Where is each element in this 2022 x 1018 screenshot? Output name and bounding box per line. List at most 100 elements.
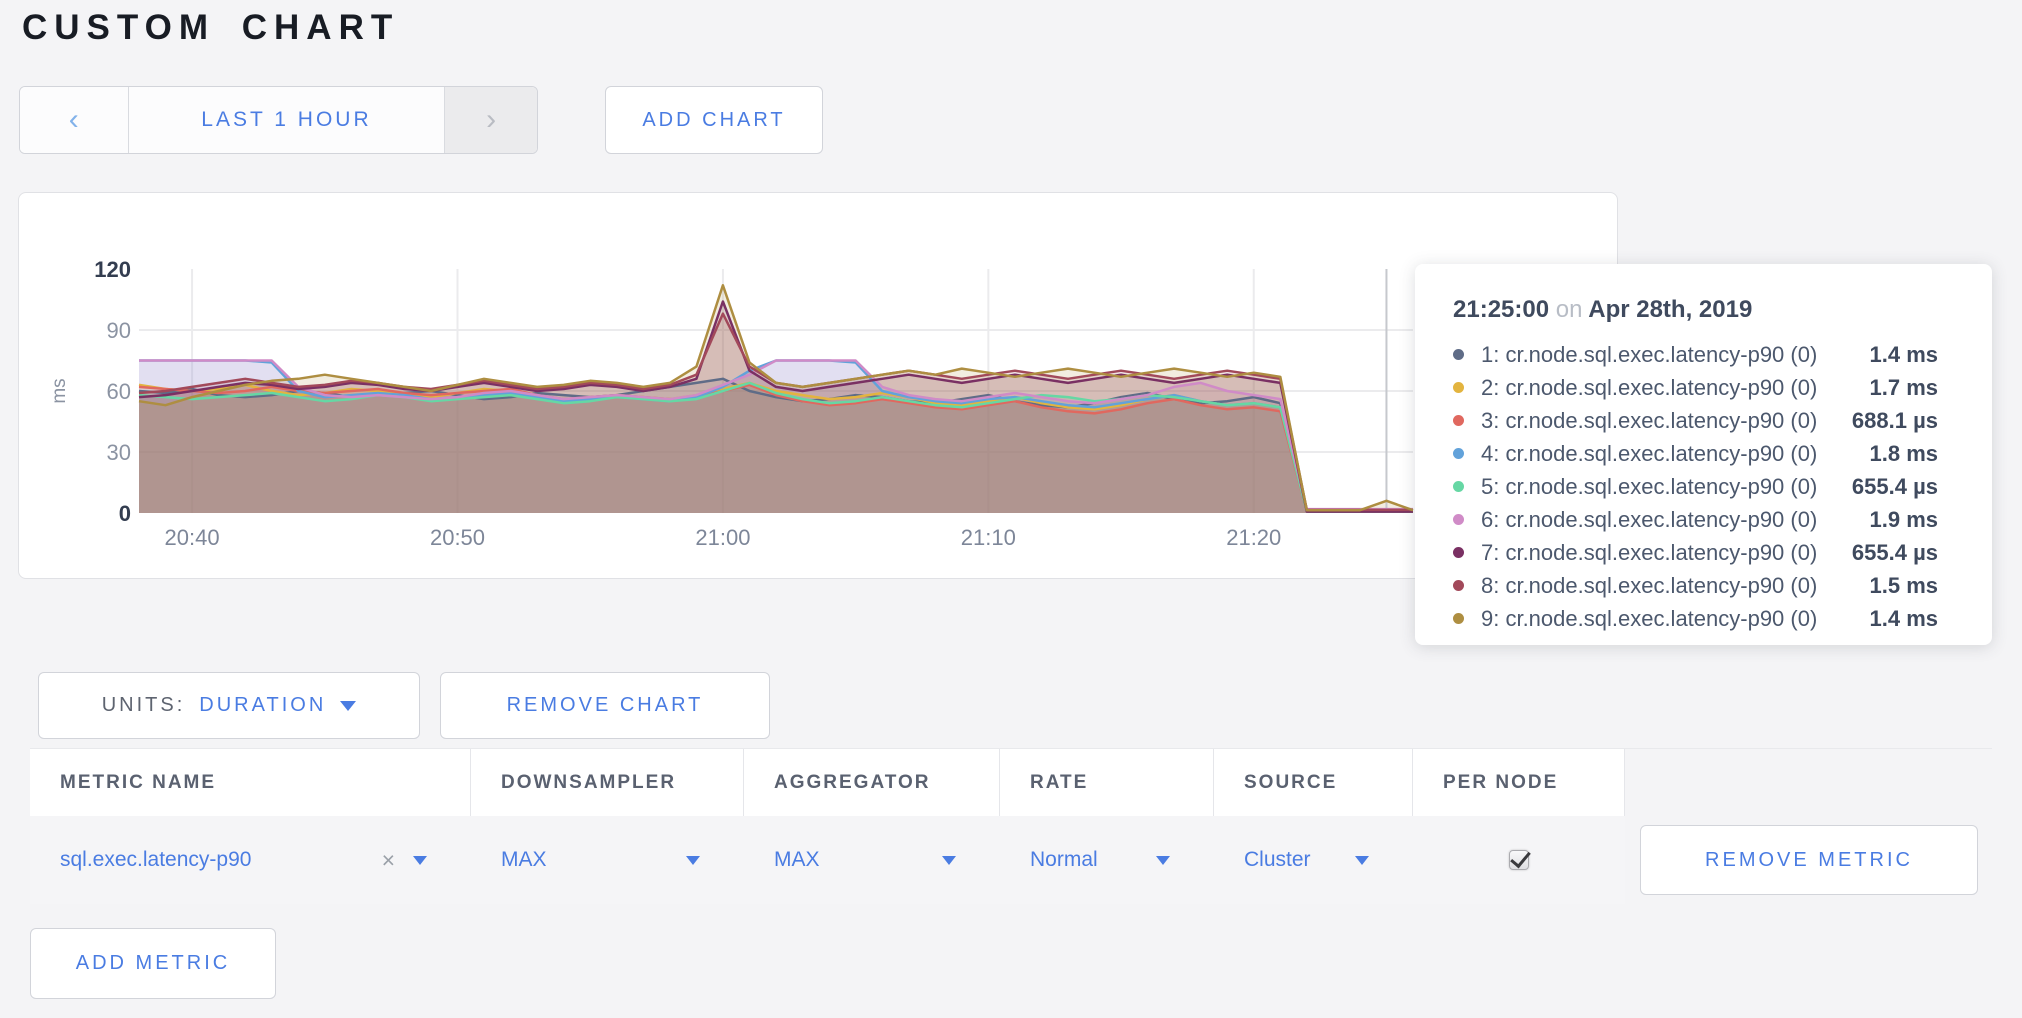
- tooltip-timestamp: 21:25:00 on Apr 28th, 2019: [1453, 296, 1958, 324]
- x-axis-tick: 21:20: [1226, 525, 1281, 550]
- series-color-dot: [1453, 547, 1464, 558]
- column-header: AGGREGATOR: [744, 749, 1000, 816]
- series-value: 1.4 ms: [1869, 341, 1939, 367]
- downsampler-dropdown[interactable]: MAX: [471, 816, 744, 904]
- tooltip-conjunction: on: [1555, 296, 1583, 323]
- series-label: 6: cr.node.sql.exec.latency-p90 (0): [1481, 506, 1818, 532]
- aggregator-value: MAX: [774, 848, 820, 871]
- series-area-7: [139, 301, 1413, 513]
- series-line-7: [138, 300, 1413, 513]
- column-header: SOURCE: [1214, 749, 1413, 816]
- series-line-5: [138, 381, 1413, 513]
- series-area-3: [139, 384, 1413, 513]
- remove-metric-button[interactable]: REMOVE METRIC: [1640, 825, 1978, 895]
- tooltip-series-row: 6: cr.node.sql.exec.latency-p90 (0) 1.9 m…: [1453, 503, 1958, 536]
- time-prev-button[interactable]: ‹: [20, 87, 129, 153]
- series-value: 655.4 µs: [1851, 473, 1938, 499]
- chart-panel: 0 30 60 90 120 20:40 20:50 21:00 21:10 21:20 ms: [18, 192, 1618, 579]
- per-node-cell: [1413, 816, 1625, 904]
- chevron-down-icon[interactable]: [413, 855, 427, 865]
- series-area-5: [139, 382, 1413, 513]
- series-value: 1.8 ms: [1869, 440, 1939, 466]
- metrics-table: METRIC NAME DOWNSAMPLER AGGREGATOR RATE SOUR…: [30, 748, 1992, 904]
- units-dropdown[interactable]: UNITS: DURATION: [38, 672, 420, 739]
- series-area-9: [139, 285, 1413, 513]
- series-label: 7: cr.node.sql.exec.latency-p90 (0): [1481, 539, 1818, 565]
- series-value: 1.4 ms: [1869, 605, 1939, 631]
- source-value: Cluster: [1244, 848, 1311, 871]
- x-axis-tick: 20:40: [165, 525, 220, 550]
- clear-metric-icon[interactable]: ×: [381, 846, 395, 873]
- series-label: 2: cr.node.sql.exec.latency-p90 (0): [1481, 374, 1818, 400]
- column-header: METRIC NAME: [30, 749, 471, 816]
- y-axis-tick: 120: [94, 257, 131, 282]
- units-label: UNITS:: [101, 694, 186, 716]
- tooltip-series-row: 8: cr.node.sql.exec.latency-p90 (0) 1.5 m…: [1453, 569, 1958, 602]
- chevron-left-icon: ‹: [68, 103, 79, 136]
- tooltip-series-row: 1: cr.node.sql.exec.latency-p90 (0) 1.4 m…: [1453, 338, 1958, 371]
- metric-actions-cell: REMOVE METRIC: [1625, 816, 1992, 904]
- series-value: 688.1 µs: [1851, 407, 1938, 433]
- column-header: [1625, 749, 1992, 816]
- x-axis-tick: 21:10: [961, 525, 1016, 550]
- tooltip-series-row: 2: cr.node.sql.exec.latency-p90 (0) 1.7 m…: [1453, 371, 1958, 404]
- series-color-dot: [1453, 448, 1464, 459]
- series-value: 1.9 ms: [1869, 506, 1939, 532]
- y-axis-tick: 90: [107, 318, 131, 343]
- y-axis-tick: 30: [107, 440, 131, 465]
- series-value: 655.4 µs: [1851, 539, 1938, 565]
- column-header: DOWNSAMPLER: [471, 749, 744, 816]
- tooltip-series-row: 9: cr.node.sql.exec.latency-p90 (0) 1.4 m…: [1453, 602, 1958, 635]
- aggregator-dropdown[interactable]: MAX: [744, 816, 1000, 904]
- chevron-down-icon: [942, 855, 956, 865]
- chart-tooltip: 21:25:00 on Apr 28th, 2019 1: cr.node.sq…: [1415, 264, 1992, 645]
- series-label: 4: cr.node.sql.exec.latency-p90 (0): [1481, 440, 1818, 466]
- series-color-dot: [1453, 580, 1464, 591]
- series-label: 9: cr.node.sql.exec.latency-p90 (0): [1481, 605, 1818, 631]
- series-color-dot: [1453, 514, 1464, 525]
- units-value: DURATION: [199, 694, 327, 716]
- chevron-down-icon: [340, 700, 357, 711]
- rate-dropdown[interactable]: Normal: [1000, 816, 1214, 904]
- x-axis-tick: 21:00: [695, 525, 750, 550]
- metric-name-value[interactable]: sql.exec.latency-p90: [60, 848, 252, 871]
- series-value: 1.5 ms: [1869, 572, 1939, 598]
- tooltip-series-row: 5: cr.node.sql.exec.latency-p90 (0) 655.4…: [1453, 470, 1958, 503]
- time-next-button[interactable]: ›: [444, 87, 537, 153]
- y-axis-label: ms: [49, 378, 70, 403]
- metric-name-cell: sql.exec.latency-p90 ×: [30, 816, 471, 904]
- series-line-9: [138, 284, 1414, 512]
- chevron-down-icon: [1355, 855, 1369, 865]
- series-value: 1.7 ms: [1869, 374, 1939, 400]
- add-chart-button[interactable]: ADD CHART: [605, 86, 823, 154]
- y-axis-tick: 60: [107, 379, 131, 404]
- time-window-selector: ‹ LAST 1 HOUR ›: [19, 86, 538, 154]
- metrics-table-header: METRIC NAME DOWNSAMPLER AGGREGATOR RATE SOUR…: [30, 748, 1992, 816]
- per-node-checkbox[interactable]: [1509, 850, 1529, 870]
- downsampler-value: MAX: [501, 848, 547, 871]
- add-metric-button[interactable]: ADD METRIC: [30, 928, 276, 999]
- time-range-button[interactable]: LAST 1 HOUR: [128, 87, 445, 153]
- series-area-8: [139, 313, 1413, 513]
- column-header: RATE: [1000, 749, 1214, 816]
- chevron-right-icon: ›: [486, 103, 497, 136]
- series-label: 3: cr.node.sql.exec.latency-p90 (0): [1481, 407, 1818, 433]
- source-dropdown[interactable]: Cluster: [1214, 816, 1413, 904]
- x-axis-tick: 20:50: [430, 525, 485, 550]
- tooltip-series-row: 4: cr.node.sql.exec.latency-p90 (0) 1.8 m…: [1453, 437, 1958, 470]
- chevron-down-icon: [686, 855, 700, 865]
- chevron-down-icon: [1156, 855, 1170, 865]
- series-color-dot: [1453, 349, 1464, 360]
- remove-chart-button[interactable]: REMOVE CHART: [440, 672, 770, 739]
- series-color-dot: [1453, 415, 1464, 426]
- series-label: 1: cr.node.sql.exec.latency-p90 (0): [1481, 341, 1818, 367]
- y-axis-tick: 0: [119, 501, 131, 526]
- series-label: 8: cr.node.sql.exec.latency-p90 (0): [1481, 572, 1818, 598]
- tooltip-series-row: 3: cr.node.sql.exec.latency-p90 (0) 688.1…: [1453, 404, 1958, 437]
- series-area-2: [139, 382, 1413, 513]
- latency-chart[interactable]: 0 30 60 90 120 20:40 20:50 21:00 21:10 21:20 ms: [19, 193, 1617, 578]
- series-line-6: [139, 359, 1413, 511]
- series-color-dot: [1453, 382, 1464, 393]
- page-title: CUSTOM CHART: [22, 8, 400, 47]
- rate-value: Normal: [1030, 848, 1098, 871]
